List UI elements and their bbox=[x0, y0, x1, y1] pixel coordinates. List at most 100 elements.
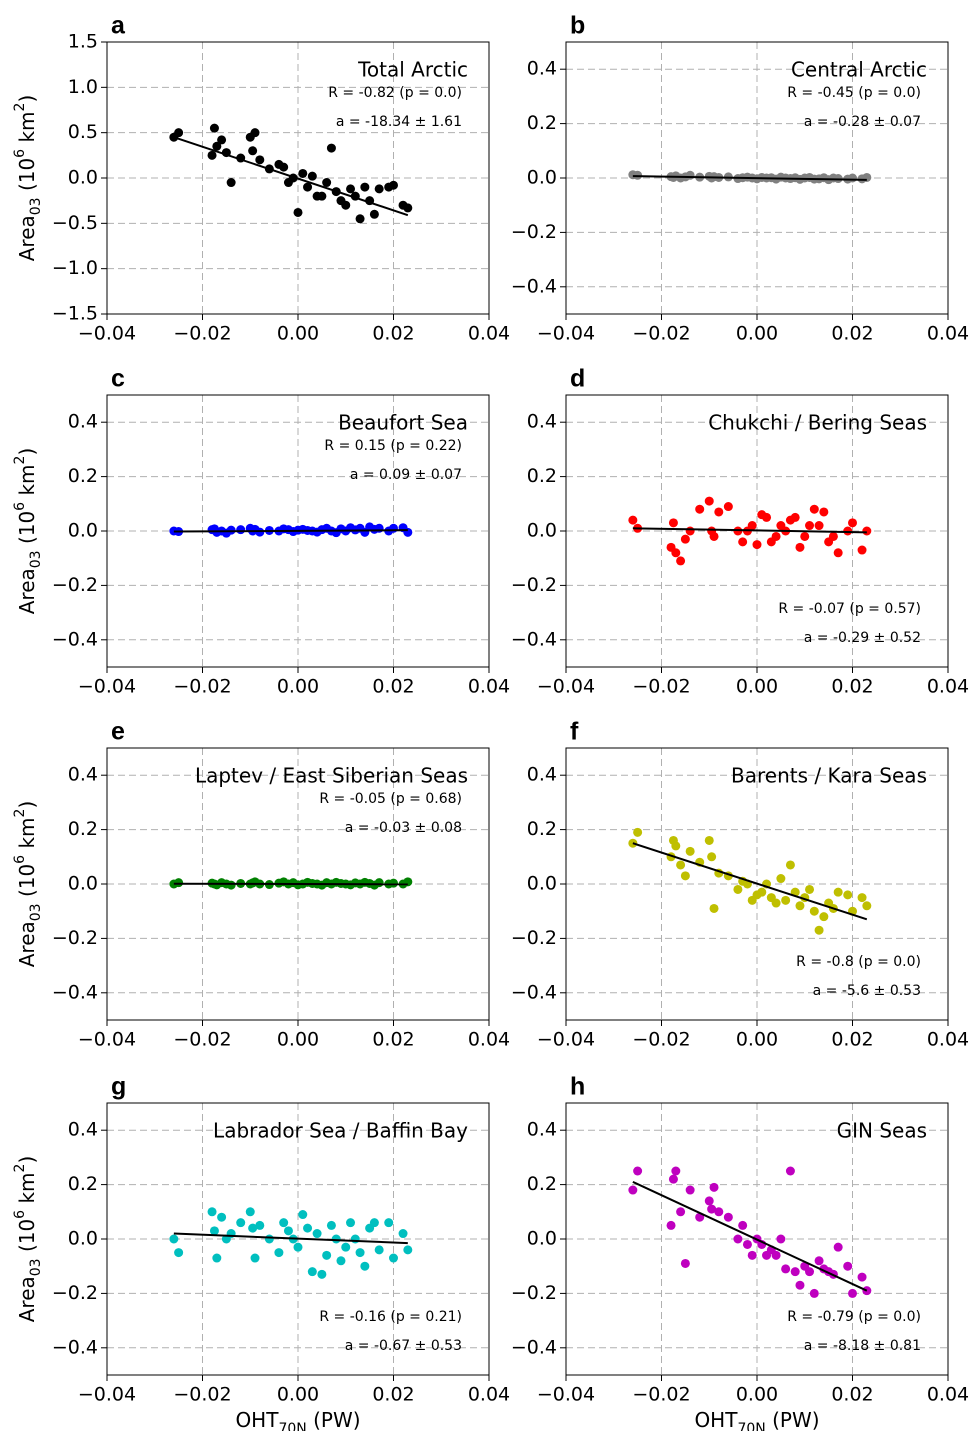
y-tick-label: 0.5 bbox=[68, 121, 98, 143]
panel-letter: e bbox=[111, 718, 125, 746]
point bbox=[747, 521, 757, 531]
x-tick-label: 0.04 bbox=[927, 676, 969, 698]
point bbox=[795, 542, 805, 552]
point bbox=[795, 1280, 805, 1290]
point bbox=[680, 871, 690, 881]
annotation: a = -18.34 ± 1.61 bbox=[336, 114, 462, 130]
point bbox=[245, 1207, 255, 1217]
y-tick-label: 1.0 bbox=[68, 76, 98, 98]
ylabel-part: km bbox=[15, 817, 39, 854]
ylabel-part: 2 bbox=[12, 103, 28, 112]
axes-frame bbox=[565, 1102, 949, 1376]
annotation: R = -0.16 (p = 0.21) bbox=[319, 1309, 462, 1325]
y-tick-label: 0.0 bbox=[527, 520, 557, 542]
point bbox=[805, 884, 815, 894]
x-tick-label: 0.04 bbox=[927, 1029, 969, 1051]
x-tick-label: −0.02 bbox=[173, 323, 231, 345]
point bbox=[628, 515, 638, 525]
point bbox=[174, 1248, 184, 1258]
axes-frame bbox=[565, 747, 949, 1021]
y-tick-label: −1.0 bbox=[52, 257, 98, 279]
point bbox=[685, 170, 695, 180]
x-tick-label: 0.00 bbox=[736, 1029, 778, 1051]
x-tick-label: 0.00 bbox=[277, 1384, 319, 1406]
point bbox=[704, 1196, 714, 1206]
fit-line bbox=[632, 527, 867, 534]
y-tick-label: 0.2 bbox=[527, 465, 557, 487]
point bbox=[857, 1272, 867, 1282]
ylabel-part: ) bbox=[15, 95, 39, 103]
point bbox=[248, 146, 258, 156]
panel: −0.04 −0.02 0.00 0.02 0.04 −1.5 −1.0 −0.5 0.0 0.5… bbox=[12, 12, 510, 345]
point bbox=[814, 925, 824, 935]
y-tick-label: 0.0 bbox=[527, 873, 557, 895]
y-tick-label: 0.0 bbox=[527, 167, 557, 189]
x-tick-label: −0.04 bbox=[537, 1384, 595, 1406]
xlabel-part: OHT bbox=[235, 1408, 279, 1431]
point bbox=[226, 525, 236, 535]
point bbox=[355, 214, 365, 224]
point bbox=[326, 143, 336, 153]
ylabel-part: (10 bbox=[15, 864, 39, 904]
annotation: R = -0.82 (p = 0.0) bbox=[328, 85, 462, 101]
point bbox=[833, 887, 843, 897]
point bbox=[714, 507, 724, 517]
annotation: R = -0.8 (p = 0.0) bbox=[796, 954, 921, 970]
x-tick-label: −0.04 bbox=[78, 323, 136, 345]
point bbox=[833, 1242, 843, 1252]
panel-title: GIN Seas bbox=[837, 1119, 927, 1143]
point bbox=[226, 880, 236, 890]
point bbox=[317, 1269, 327, 1279]
point bbox=[255, 155, 265, 165]
fit-line bbox=[632, 842, 868, 921]
x-tick-label: 0.02 bbox=[372, 676, 414, 698]
ylabel-part: 03 bbox=[28, 1258, 44, 1276]
point bbox=[814, 1256, 824, 1266]
point bbox=[733, 884, 743, 894]
fit-line bbox=[173, 136, 409, 217]
point bbox=[671, 548, 681, 558]
point bbox=[771, 1250, 781, 1260]
y-tick-label: −0.2 bbox=[511, 927, 557, 949]
annotation: a = -0.28 ± 0.07 bbox=[804, 114, 921, 130]
point bbox=[389, 1253, 398, 1263]
point bbox=[781, 895, 791, 905]
ylabel-part: km bbox=[15, 111, 39, 148]
point bbox=[293, 1242, 303, 1252]
x-tick-label: 0.04 bbox=[468, 676, 510, 698]
point bbox=[790, 1267, 800, 1277]
point bbox=[785, 860, 795, 870]
x-tick-label: 0.04 bbox=[927, 323, 969, 345]
panel-letter: h bbox=[570, 1073, 585, 1101]
point bbox=[704, 835, 714, 845]
x-tick-label: 0.02 bbox=[831, 676, 873, 698]
point bbox=[326, 1220, 336, 1230]
point bbox=[283, 1226, 293, 1236]
point bbox=[341, 200, 351, 210]
point bbox=[666, 1220, 676, 1230]
point bbox=[355, 1248, 365, 1258]
ylabel-part: km bbox=[15, 1172, 39, 1209]
point bbox=[369, 209, 379, 219]
point bbox=[209, 123, 219, 133]
point bbox=[843, 890, 853, 900]
annotation: R = -0.05 (p = 0.68) bbox=[319, 791, 462, 807]
y-tick-label: −0.4 bbox=[52, 1336, 98, 1358]
y-tick-label: 0.0 bbox=[68, 520, 98, 542]
annotation: a = 0.09 ± 0.07 bbox=[350, 467, 462, 483]
y-tick-label: 0.4 bbox=[68, 1119, 98, 1141]
point bbox=[633, 1166, 643, 1176]
point bbox=[771, 898, 781, 908]
point bbox=[795, 901, 805, 911]
y-tick-label: −0.2 bbox=[52, 1282, 98, 1304]
point bbox=[843, 1261, 853, 1271]
point bbox=[298, 1210, 308, 1220]
point bbox=[346, 1218, 356, 1228]
axes-frame bbox=[565, 394, 949, 668]
x-tick-label: −0.04 bbox=[537, 676, 595, 698]
point bbox=[279, 162, 289, 172]
y-tick-label: 0.0 bbox=[68, 1228, 98, 1250]
y-tick-label: −1.5 bbox=[52, 303, 98, 325]
y-tick-label: −0.2 bbox=[511, 221, 557, 243]
point bbox=[709, 903, 719, 913]
